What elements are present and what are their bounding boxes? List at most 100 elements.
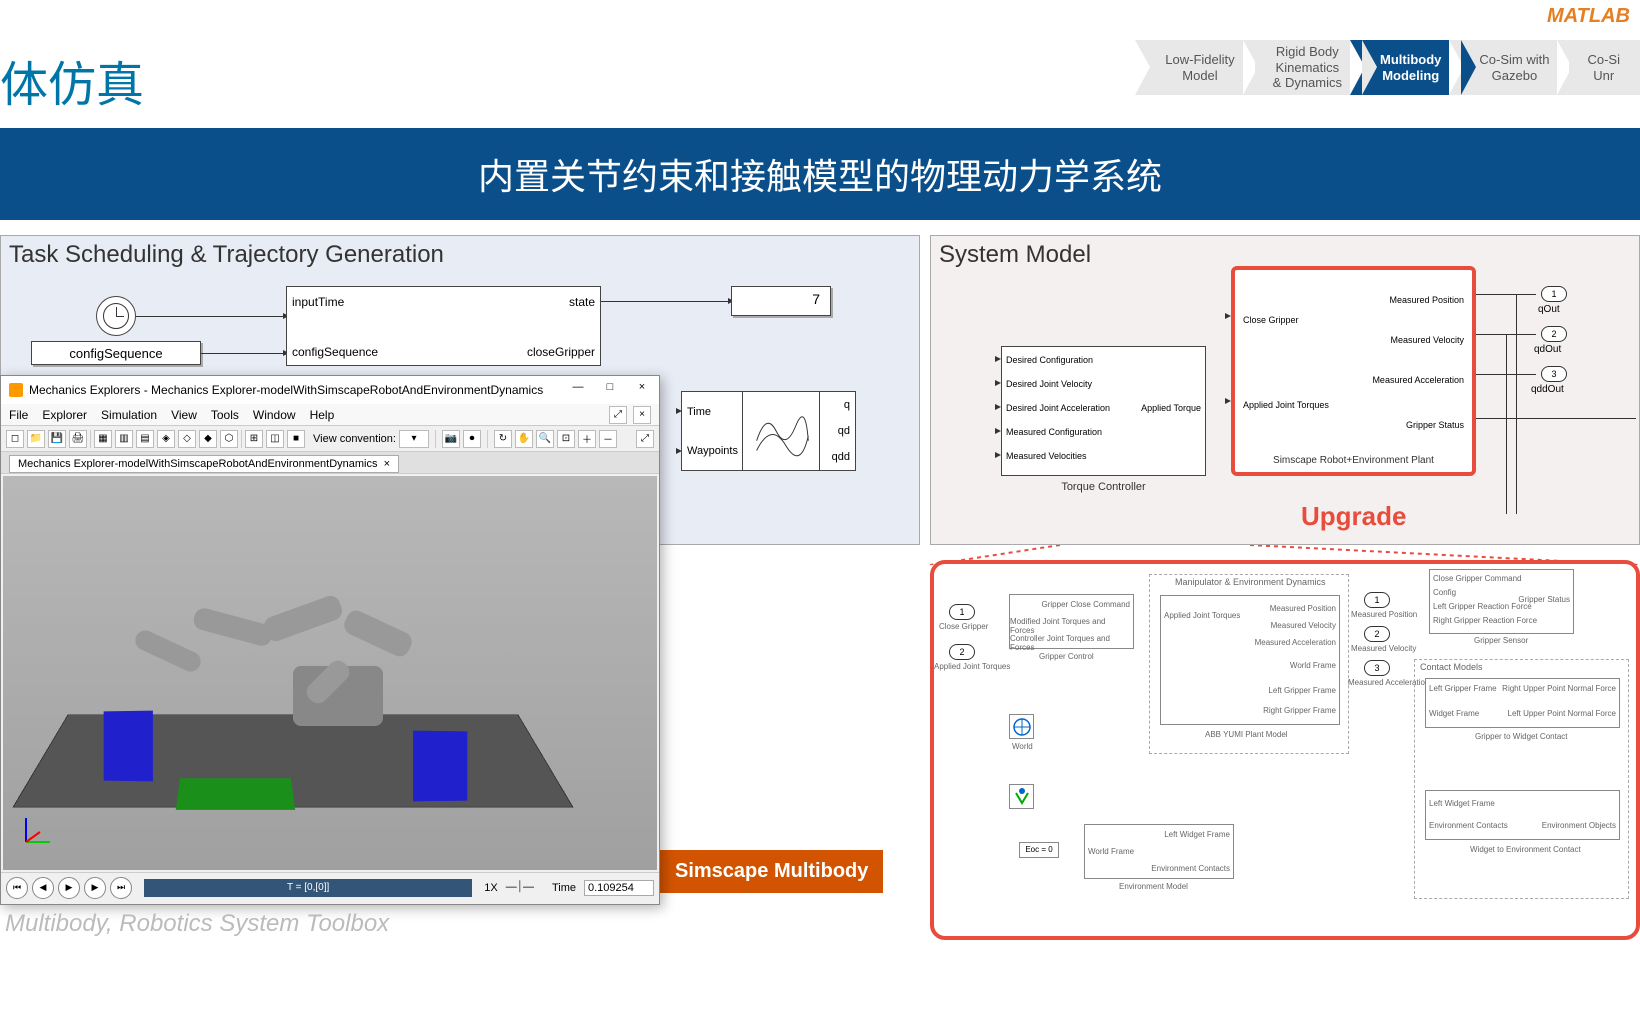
env-model-block[interactable]: Left Widget Frame World Frame Environmen… xyxy=(1084,824,1234,879)
torque-controller-block[interactable]: Desired Configuration Desired Joint Velo… xyxy=(1001,346,1206,476)
menu-simulation[interactable]: Simulation xyxy=(101,408,157,422)
port-label: Right Upper Point Normal Force xyxy=(1502,684,1616,693)
undock-button[interactable]: ⤢ xyxy=(609,406,627,424)
gripper-control-block[interactable]: Gripper Close Command Modified Joint Tor… xyxy=(1009,594,1134,649)
menu-window[interactable]: Window xyxy=(253,408,296,422)
app-icon xyxy=(9,383,23,397)
tb-wireframe-icon[interactable]: ◫ xyxy=(266,430,284,448)
tb-open-icon[interactable]: 📁 xyxy=(27,430,45,448)
tab-mechanics-explorer[interactable]: Mechanics Explorer-modelWithSimscapeRobo… xyxy=(9,455,399,473)
simscape-detail-panel: 1 Close Gripper 2 Applied Joint Torques … xyxy=(930,560,1640,940)
skip-start-button[interactable]: ⏮ xyxy=(6,877,28,899)
menu-view[interactable]: View xyxy=(171,408,197,422)
tb-frames-icon[interactable]: ⊞ xyxy=(245,430,263,448)
detail-outport-3[interactable]: 3 xyxy=(1364,660,1390,676)
simscape-multibody-badge: Simscape Multibody xyxy=(660,850,883,893)
step-forward-button[interactable]: ▶ xyxy=(84,877,106,899)
dock-close-button[interactable]: × xyxy=(633,406,651,424)
display-block[interactable]: 7 xyxy=(731,286,831,316)
upgrade-label: Upgrade xyxy=(1301,501,1406,532)
close-button[interactable]: × xyxy=(630,381,654,399)
widget-env-contact[interactable]: Left Widget Frame Environment Contacts E… xyxy=(1425,790,1620,840)
port-config-sequence: configSequence xyxy=(292,345,378,359)
gripper-widget-contact[interactable]: Left Gripper Frame Right Upper Point Nor… xyxy=(1425,678,1620,728)
clock-block[interactable] xyxy=(96,296,136,336)
menu-explorer[interactable]: Explorer xyxy=(42,408,87,422)
signal-line xyxy=(1476,418,1636,419)
tb-solid-icon[interactable]: ■ xyxy=(287,430,305,448)
arrow-icon xyxy=(995,452,1001,458)
port-desired-velocity: Desired Joint Velocity xyxy=(1006,379,1092,389)
signal-line xyxy=(1476,294,1536,295)
yumi-label: ABB YUMI Plant Model xyxy=(1205,730,1288,739)
port-label: Gripper Status xyxy=(1518,595,1570,604)
eoc-constant[interactable]: Eoc = 0 xyxy=(1019,842,1059,858)
gripper-sensor-block[interactable]: Close Gripper Command Config Left Grippe… xyxy=(1429,569,1574,634)
separator xyxy=(487,430,488,448)
port-label: Left Upper Point Normal Force xyxy=(1508,709,1617,718)
outport-1[interactable]: 1 xyxy=(1541,286,1567,302)
port-desired-accel: Desired Joint Acceleration xyxy=(1006,403,1110,413)
window-titlebar[interactable]: Mechanics Explorers - Mechanics Explorer… xyxy=(1,376,659,404)
minimize-button[interactable]: — xyxy=(566,381,590,399)
arrow-icon xyxy=(676,448,682,454)
tab-close-icon[interactable]: × xyxy=(384,458,390,470)
time-slider[interactable]: T = [0,[0]] xyxy=(144,879,472,897)
tb-side-view-icon[interactable]: ▥ xyxy=(115,430,133,448)
nav-item-low-fidelity[interactable]: Low-Fidelity Model xyxy=(1135,40,1254,95)
port-applied-torques: Applied Joint Torques xyxy=(1243,400,1329,410)
tb-view5-icon[interactable]: ◇ xyxy=(178,430,196,448)
tb-pan-icon[interactable]: ✋ xyxy=(515,430,533,448)
tb-view7-icon[interactable]: ⬡ xyxy=(220,430,238,448)
tb-save-icon[interactable]: 💾 xyxy=(48,430,66,448)
trajectory-block[interactable]: Time Waypoints q qd qdd xyxy=(681,391,856,471)
tb-rotate-icon[interactable]: ↻ xyxy=(494,430,512,448)
menu-bar: File Explorer Simulation View Tools Wind… xyxy=(1,404,659,426)
contact-models-title: Contact Models xyxy=(1420,662,1483,672)
3d-viewport[interactable] xyxy=(3,476,657,870)
axis-gizmo-icon xyxy=(18,810,58,850)
tb-zoom-icon[interactable]: 🔍 xyxy=(536,430,554,448)
speed-slider[interactable]: —⏐— xyxy=(506,881,534,894)
menu-help[interactable]: Help xyxy=(310,408,335,422)
tb-zoom-out-icon[interactable]: － xyxy=(599,430,617,448)
simscape-plant-block[interactable]: Close Gripper Applied Joint Torques Meas… xyxy=(1231,266,1476,476)
inport-torques[interactable]: 2 xyxy=(949,644,975,660)
tb-new-icon[interactable]: ◻ xyxy=(6,430,24,448)
play-button[interactable]: ▶ xyxy=(58,877,80,899)
tb-camera-icon[interactable]: 📷 xyxy=(442,430,460,448)
step-back-button[interactable]: ◀ xyxy=(32,877,54,899)
tb-view6-icon[interactable]: ◆ xyxy=(199,430,217,448)
skip-end-button[interactable]: ⏭ xyxy=(110,877,132,899)
tb-expand-icon[interactable]: ⤢ xyxy=(636,430,654,448)
menu-tools[interactable]: Tools xyxy=(211,408,239,422)
config-sequence-block[interactable]: configSequence xyxy=(31,341,201,365)
toolbar: ◻ 📁 💾 🖨 ▦ ▥ ▤ ◈ ◇ ◆ ⬡ ⊞ ◫ ■ View convent… xyxy=(1,426,659,452)
tb-record-icon[interactable]: ⏺ xyxy=(463,430,481,448)
arrow-icon xyxy=(995,428,1001,434)
scheduler-block[interactable]: inputTime configSequence state closeGrip… xyxy=(286,286,601,366)
world-frame-icon[interactable] xyxy=(1009,714,1034,739)
solver-config-icon[interactable] xyxy=(1009,784,1034,809)
tab-label: Mechanics Explorer-modelWithSimscapeRobo… xyxy=(18,458,377,470)
tb-print-icon[interactable]: 🖨 xyxy=(69,430,87,448)
section-banner: 内置关节约束和接触模型的物理动力学系统 xyxy=(0,128,1640,220)
detail-outport-2[interactable]: 2 xyxy=(1364,626,1390,642)
port-label: Right Gripper Frame xyxy=(1263,706,1336,715)
inport-close-gripper[interactable]: 1 xyxy=(949,604,975,620)
maximize-button[interactable]: □ xyxy=(598,381,622,399)
view-convention-dropdown[interactable]: ▾ xyxy=(399,430,429,448)
tb-zoom-in-icon[interactable]: ＋ xyxy=(578,430,596,448)
menu-file[interactable]: File xyxy=(9,408,28,422)
tb-iso-view-icon[interactable]: ◈ xyxy=(157,430,175,448)
tb-fit-icon[interactable]: ⊡ xyxy=(557,430,575,448)
tb-front-view-icon[interactable]: ▦ xyxy=(94,430,112,448)
outport-2[interactable]: 2 xyxy=(1541,326,1567,342)
detail-outport-1[interactable]: 1 xyxy=(1364,592,1390,608)
signal-line xyxy=(201,353,286,354)
yumi-plant-block[interactable]: Applied Joint Torques Measured Position … xyxy=(1160,595,1340,725)
outport-3[interactable]: 3 xyxy=(1541,366,1567,382)
port-label: World Frame xyxy=(1088,847,1134,856)
time-input[interactable] xyxy=(584,880,654,896)
tb-top-view-icon[interactable]: ▤ xyxy=(136,430,154,448)
